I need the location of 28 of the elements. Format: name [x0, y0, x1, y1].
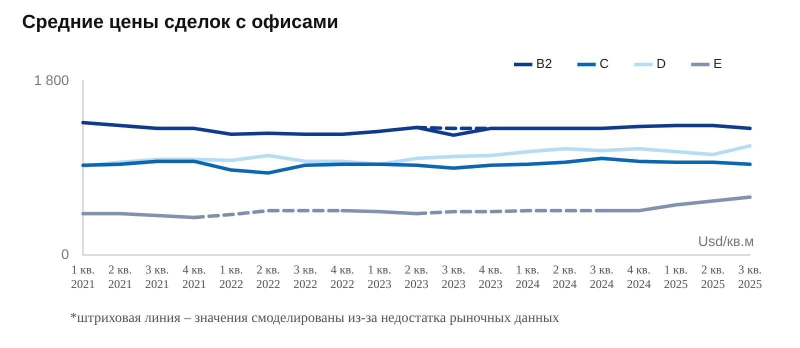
x-tick-label: 1 кв. 2025	[664, 262, 688, 291]
x-tick-label: 3 кв. 2021	[145, 262, 170, 291]
x-tick-label: 1 кв. 2021	[71, 262, 96, 291]
x-tick-label: 1 кв. 2022	[219, 262, 244, 291]
y-tick-label: 0	[61, 246, 70, 262]
x-tick-label: 2 кв. 2023	[404, 262, 429, 291]
x-tick-label: 3 кв. 2025	[738, 262, 762, 291]
x-tick-label: 4 кв. 2024	[626, 262, 651, 291]
x-tick-label: 2 кв. 2024	[552, 262, 577, 291]
x-tick-label: 2 кв. 2021	[108, 262, 132, 291]
text: *штриховая линия – значения смоделированы из-за недостатка рыночных данных	[70, 311, 560, 327]
x-tick-label: 3 кв. 2024	[590, 262, 614, 291]
x-tick-label: 4 кв. 2023	[478, 262, 503, 291]
legend-label: D	[656, 56, 666, 72]
legend-label: C	[600, 56, 609, 72]
x-tick-label: 3 кв. 2023	[442, 262, 466, 291]
x-tick-label: 4 кв. 2021	[182, 262, 206, 291]
x-tick-label: 2 кв. 2025	[700, 262, 725, 291]
x-tick-label: 1 кв. 2024	[516, 262, 540, 291]
x-tick-label: 1 кв. 2023	[367, 262, 392, 291]
legend-label: B2	[536, 56, 552, 72]
x-tick-label: 2 кв. 2022	[256, 262, 280, 291]
chart-title: Средние цены сделок с офисами	[22, 12, 338, 34]
x-tick-label: 4 кв. 2022	[330, 262, 354, 291]
legend-label: E	[713, 56, 722, 72]
x-tick-label: 3 кв. 2022	[293, 262, 318, 291]
y-tick-label: 1 800	[34, 72, 70, 88]
y-axis-title: Usd/кв.м	[698, 233, 754, 250]
